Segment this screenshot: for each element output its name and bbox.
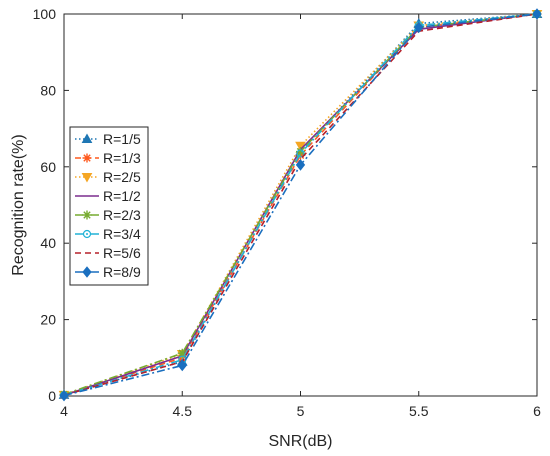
y-tick-label: 100 xyxy=(33,6,57,22)
x-tick-label: 4 xyxy=(60,403,68,419)
legend-label: R=3/4 xyxy=(103,226,141,242)
legend-marker xyxy=(82,153,92,163)
legend-label: R=1/2 xyxy=(103,188,141,204)
legend-item: R=1/5 xyxy=(75,131,141,147)
data-point xyxy=(295,159,306,171)
legend-item: R=3/4 xyxy=(75,226,141,242)
y-axis-ticks: 0 20 40 60 80 100 xyxy=(33,6,537,404)
data-point xyxy=(414,21,424,34)
data-point xyxy=(296,147,305,157)
legend-marker xyxy=(82,229,92,239)
legend-label: R=1/3 xyxy=(103,150,141,166)
y-tick-label: 40 xyxy=(40,235,56,251)
legend-marker xyxy=(82,266,92,278)
legend-label: R=2/3 xyxy=(103,207,141,223)
data-point xyxy=(177,348,187,358)
y-tick-label: 20 xyxy=(40,312,56,328)
legend-box xyxy=(69,126,149,286)
legend-label: R=8/9 xyxy=(103,264,141,280)
data-point xyxy=(59,389,69,402)
x-tick-label: 6 xyxy=(533,403,541,419)
data-point xyxy=(296,149,305,158)
legend-marker xyxy=(81,133,93,143)
legend-label: R=1/5 xyxy=(103,131,141,147)
legend-item: R=1/3 xyxy=(75,150,141,166)
y-tick-label: 60 xyxy=(40,159,56,175)
series-8 xyxy=(59,8,542,402)
legend-marker xyxy=(81,173,93,183)
series-line xyxy=(63,13,538,397)
legend-label: R=2/5 xyxy=(103,169,141,185)
series-line xyxy=(63,13,538,397)
series-line xyxy=(63,13,538,396)
legend-item: R=5/6 xyxy=(75,245,141,261)
x-axis-ticks: 4 4.5 5 5.5 6 xyxy=(60,14,541,419)
data-point xyxy=(532,8,542,20)
y-tick-label: 80 xyxy=(40,82,56,98)
x-tick-label: 4.5 xyxy=(173,403,193,419)
legend-marker xyxy=(82,210,92,220)
y-tick-label: 0 xyxy=(48,388,56,404)
legend-item: R=2/3 xyxy=(75,207,141,223)
legend-item: R=2/5 xyxy=(75,169,141,185)
x-tick-label: 5 xyxy=(297,403,305,419)
series-group xyxy=(58,8,543,402)
x-tick-label: 5.5 xyxy=(409,403,429,419)
series-7 xyxy=(63,13,538,397)
legend-item: R=8/9 xyxy=(75,264,141,280)
y-axis-label: Recognition rate(%) xyxy=(10,134,27,275)
x-axis-label: SNR(dB) xyxy=(268,433,332,450)
legend-label: R=5/6 xyxy=(103,245,141,261)
data-point xyxy=(177,359,187,372)
legend: R=1/5 R=1/3 R=2/5 R=1/2 R=2/3 R=3/4 R=5/6 R=8/9 xyxy=(69,126,149,286)
legend-item: R=1/2 xyxy=(75,188,141,204)
